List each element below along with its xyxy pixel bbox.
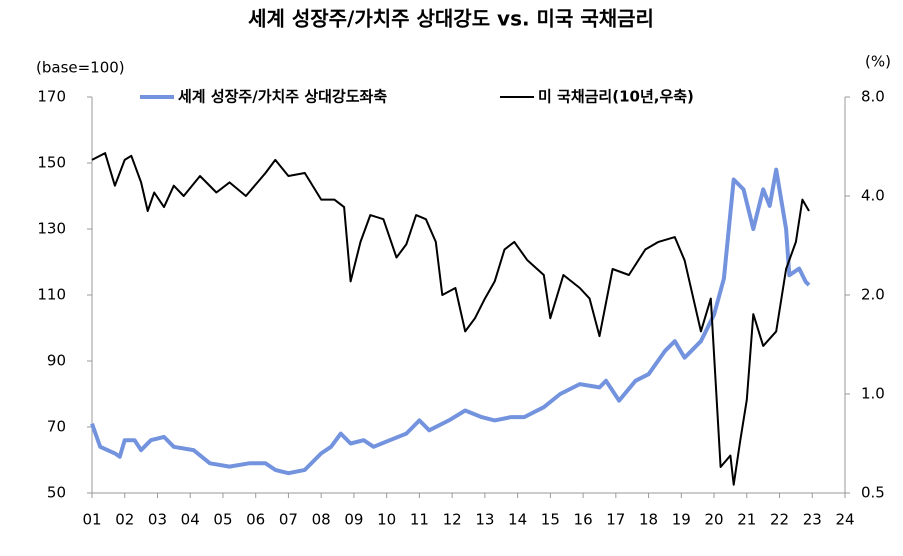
x-tick-label: 23	[803, 511, 822, 529]
x-tick-label: 22	[770, 511, 789, 529]
x-tick-label: 24	[835, 511, 854, 529]
y2-tick-label: 0.5	[861, 484, 885, 502]
x-tick-label: 04	[181, 511, 200, 529]
y-axis-label: (base=100)	[36, 59, 125, 77]
x-tick-label: 19	[672, 511, 691, 529]
y-tick-label: 130	[37, 220, 66, 238]
y-tick-label: 170	[37, 88, 66, 106]
x-tick-label: 07	[279, 511, 298, 529]
x-tick-label: 18	[639, 511, 658, 529]
x-tick-label: 08	[312, 511, 331, 529]
x-tick-label: 13	[475, 511, 494, 529]
y-tick-label: 150	[37, 154, 66, 172]
y-tick-label: 70	[47, 418, 66, 436]
y-tick-label: 50	[47, 484, 66, 502]
x-tick-label: 16	[574, 511, 593, 529]
legend-label: 세계 성장주/가치주 상대강도좌축	[178, 88, 387, 106]
x-tick-label: 05	[213, 511, 232, 529]
x-tick-label: 21	[737, 511, 756, 529]
x-tick-label: 03	[148, 511, 167, 529]
legend-label: 미 국채금리(10년,우축)	[538, 88, 694, 106]
chart-title: 세계 성장주/가치주 상대강도 vs. 미국 국채금리	[248, 7, 654, 31]
series-line	[90, 167, 811, 476]
y-tick-label: 110	[37, 286, 66, 304]
x-tick-label: 11	[410, 511, 429, 529]
x-tick-label: 14	[508, 511, 527, 529]
x-tick-label: 15	[541, 511, 560, 529]
x-tick-label: 02	[115, 511, 134, 529]
x-tick-label: 09	[344, 511, 363, 529]
y2-tick-label: 1.0	[861, 385, 885, 403]
x-tick-label: 17	[606, 511, 625, 529]
x-tick-label: 12	[443, 511, 462, 529]
x-tick-label: 20	[704, 511, 723, 529]
y2-tick-label: 2.0	[861, 286, 885, 304]
y2-tick-label: 8.0	[861, 88, 885, 106]
x-tick-label: 01	[82, 511, 101, 529]
y2-tick-label: 4.0	[861, 187, 885, 205]
series-line	[91, 152, 810, 486]
x-tick-label: 06	[246, 511, 265, 529]
y2-axis-label: (%)	[865, 53, 891, 71]
y-tick-label: 90	[47, 352, 66, 370]
x-tick-label: 10	[377, 511, 396, 529]
